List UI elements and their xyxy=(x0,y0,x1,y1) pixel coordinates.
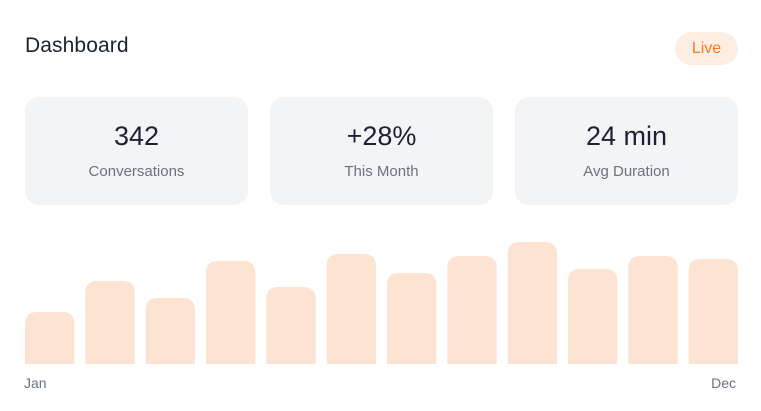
stat-card-this-month: +28% This Month xyxy=(270,97,493,205)
bar-apr xyxy=(206,261,256,364)
stat-card-avg-duration: 24 min Avg Duration xyxy=(515,97,738,205)
bar-aug xyxy=(447,256,497,364)
page-title: Dashboard xyxy=(25,34,129,57)
bar-nov xyxy=(628,256,678,364)
stat-label: Conversations xyxy=(88,163,185,180)
x-axis-start-label: Jan xyxy=(24,375,47,391)
bar-may xyxy=(266,287,316,364)
bar-oct xyxy=(568,269,618,364)
bar-jul xyxy=(387,273,437,364)
x-axis-end-label: Dec xyxy=(711,375,736,391)
bar-jun xyxy=(326,254,376,364)
live-badge: Live xyxy=(675,32,738,65)
stat-card-conversations: 342 Conversations xyxy=(25,97,248,205)
bar-sep xyxy=(507,242,557,364)
stat-value: +28% xyxy=(346,121,417,151)
bar-jan xyxy=(25,312,75,364)
bar-feb xyxy=(85,281,135,364)
bar-dec xyxy=(688,259,738,364)
bar-mar xyxy=(145,298,195,364)
stat-value: 24 min xyxy=(585,121,668,151)
stat-label: Avg Duration xyxy=(583,163,670,180)
monthly-bar-chart xyxy=(25,242,738,364)
stats-row: 342 Conversations +28% This Month 24 min… xyxy=(25,97,738,205)
stat-label: This Month xyxy=(344,163,419,180)
stat-value: 342 xyxy=(113,121,160,151)
